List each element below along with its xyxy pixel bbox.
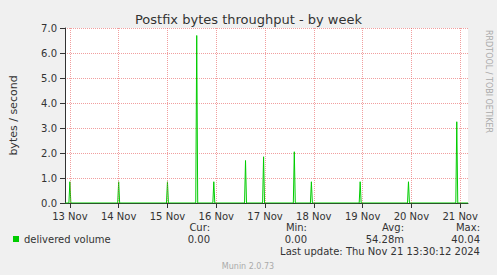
svg-text:15 Nov: 15 Nov: [150, 211, 186, 222]
svg-text:RRDTOOL / TOBI OETIKER: RRDTOOL / TOBI OETIKER: [484, 30, 493, 133]
svg-text:13 Nov: 13 Nov: [52, 211, 88, 222]
svg-text:Min:: Min:: [286, 222, 307, 233]
svg-text:Cur:: Cur:: [189, 222, 210, 233]
svg-text:5.0: 5.0: [41, 73, 57, 84]
svg-text:0.0: 0.0: [41, 198, 57, 209]
svg-text:19 Nov: 19 Nov: [345, 211, 381, 222]
svg-text:0.00: 0.00: [285, 234, 307, 245]
svg-text:14 Nov: 14 Nov: [101, 211, 137, 222]
svg-text:4.0: 4.0: [41, 98, 57, 109]
svg-text:delivered volume: delivered volume: [24, 234, 111, 245]
svg-text:54.28m: 54.28m: [366, 234, 404, 245]
svg-text:21 Nov: 21 Nov: [442, 211, 478, 222]
svg-text:Postfix bytes throughput - by: Postfix bytes throughput - by week: [135, 12, 362, 27]
svg-text:bytes / second: bytes / second: [7, 75, 20, 155]
svg-text:0.00: 0.00: [188, 234, 210, 245]
svg-text:7.0: 7.0: [41, 23, 57, 34]
svg-text:Last update: Thu Nov 21 13:30:: Last update: Thu Nov 21 13:30:12 2024: [280, 246, 480, 257]
svg-text:40.04: 40.04: [451, 234, 480, 245]
svg-text:2.0: 2.0: [41, 148, 57, 159]
svg-text:18 Nov: 18 Nov: [296, 211, 332, 222]
svg-text:17 Nov: 17 Nov: [247, 211, 283, 222]
svg-text:20 Nov: 20 Nov: [394, 211, 430, 222]
svg-text:3.0: 3.0: [41, 123, 57, 134]
svg-text:Avg:: Avg:: [382, 222, 404, 233]
svg-text:1.0: 1.0: [41, 173, 57, 184]
svg-text:16 Nov: 16 Nov: [199, 211, 235, 222]
svg-text:Max:: Max:: [456, 222, 480, 233]
svg-text:Munin 2.0.73: Munin 2.0.73: [222, 262, 274, 271]
svg-text:6.0: 6.0: [41, 48, 57, 59]
